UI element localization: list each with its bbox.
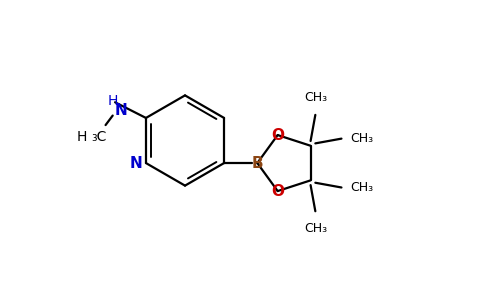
Text: H: H: [76, 130, 87, 144]
Text: H: H: [107, 94, 118, 108]
Text: ₃C: ₃C: [91, 130, 106, 144]
Text: O: O: [271, 184, 284, 199]
Text: O: O: [271, 128, 284, 142]
Text: CH₃: CH₃: [350, 132, 373, 145]
Text: CH₃: CH₃: [304, 222, 327, 235]
Text: B: B: [252, 156, 263, 171]
Text: N: N: [115, 103, 128, 118]
Text: N: N: [129, 156, 142, 171]
Text: CH₃: CH₃: [350, 181, 373, 194]
Text: CH₃: CH₃: [304, 92, 327, 104]
